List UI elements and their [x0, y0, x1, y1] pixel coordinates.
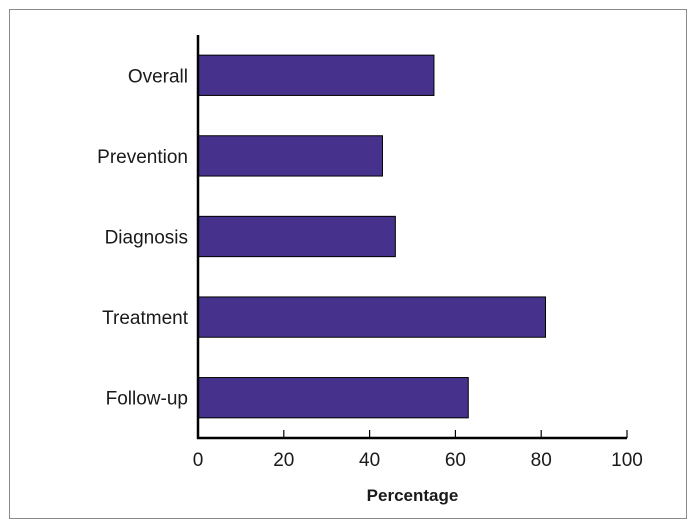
- category-labels: Overall Prevention Diagnosis Treatment Follo…: [97, 66, 189, 409]
- x-tick-label: 0: [193, 450, 204, 471]
- x-axis-title: Percentage: [367, 486, 459, 505]
- category-label-prevention: Prevention: [97, 147, 188, 168]
- bar-diagnosis: [197, 215, 396, 258]
- x-ticks-group: 0 20 40 60 80 100: [193, 430, 643, 471]
- x-tick-label: 60: [445, 450, 466, 471]
- x-tick-label: 20: [273, 450, 294, 471]
- category-label-diagnosis: Diagnosis: [105, 228, 188, 249]
- category-label-treatment: Treatment: [102, 308, 189, 329]
- bars-group: [197, 54, 546, 419]
- category-label-overall: Overall: [128, 66, 188, 87]
- bar-prevention: [197, 135, 383, 177]
- x-tick-label: 40: [359, 450, 380, 471]
- bar-follow-up: [197, 377, 469, 419]
- x-tick-label: 100: [611, 450, 643, 471]
- category-label-follow-up: Follow-up: [106, 389, 188, 410]
- bar-overall: [197, 54, 435, 96]
- bar-treatment: [197, 296, 546, 338]
- x-tick-label: 80: [531, 450, 552, 471]
